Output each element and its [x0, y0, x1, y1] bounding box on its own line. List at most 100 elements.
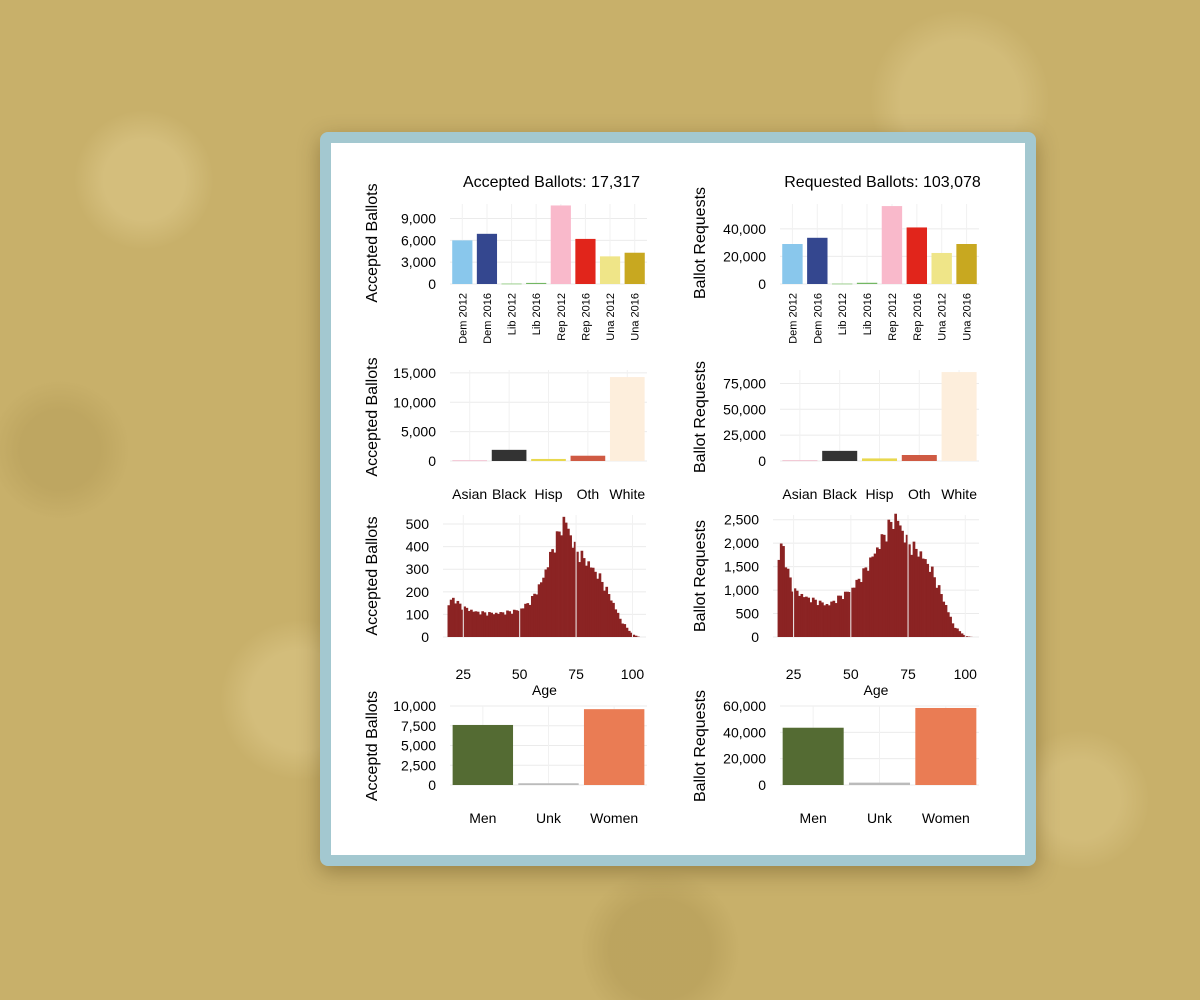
histogram-bar: [560, 535, 563, 637]
chart-title: Accepted Ballots: 17,317: [463, 174, 640, 191]
histogram-bar: [807, 597, 811, 637]
y-tick-label: 5,000: [401, 424, 436, 440]
x-tick-label: Oth: [908, 486, 931, 502]
histogram-bar: [800, 593, 804, 637]
histogram-bar: [878, 548, 881, 637]
histogram-bar: [956, 628, 959, 637]
bar-lib-2012: [831, 283, 853, 285]
y-tick-label: 2,000: [724, 535, 759, 551]
bar-una-2012: [931, 252, 952, 284]
histogram-bar: [903, 542, 907, 637]
histogram-bar: [940, 594, 943, 637]
histogram-bar: [567, 528, 570, 637]
histogram-bar: [530, 595, 534, 637]
bar-una-2016: [956, 244, 977, 284]
histogram-bar: [580, 550, 584, 637]
y-tick-label: 25,000: [723, 427, 766, 443]
bar-black: [491, 449, 527, 461]
y-axis-label: Ballot Requests: [692, 187, 709, 299]
x-tick-label: Women: [590, 810, 638, 826]
histogram-bar: [456, 600, 460, 637]
histogram-bar: [632, 634, 636, 637]
y-tick-label: 2,500: [724, 512, 759, 528]
histogram-bar: [598, 573, 602, 637]
x-tick-label: 75: [568, 666, 584, 682]
x-tick-label: 100: [954, 666, 978, 682]
x-tick-label: Dem 2016: [482, 293, 494, 344]
bar-black: [822, 450, 858, 461]
y-tick-label: 0: [428, 276, 436, 292]
histogram-bar: [857, 578, 861, 637]
histogram-bar: [621, 623, 624, 637]
chart-panel: Dem 2012 Dem 2016 Lib 2012 Lib 2016 Rep 2012…: [331, 143, 1025, 855]
chart-frame: Dem 2012 Dem 2016 Lib 2012 Lib 2016 Rep 2012…: [320, 132, 1036, 866]
histogram-bar: [935, 587, 939, 637]
x-tick-label: Oth: [577, 486, 600, 502]
histogram-bar: [578, 562, 581, 637]
bar-men: [782, 727, 844, 785]
histogram-bar: [885, 541, 888, 637]
histogram-bar: [508, 611, 512, 637]
histogram-bar: [452, 597, 455, 637]
bar-dem-2012: [452, 240, 473, 284]
x-tick-label: Rep 2016: [912, 293, 924, 341]
y-tick-label: 0: [421, 629, 429, 645]
bar-rep-2016: [575, 238, 596, 284]
histogram-bar: [777, 559, 781, 637]
y-tick-label: 500: [406, 516, 430, 532]
histogram-bar: [609, 600, 613, 637]
histogram-bar: [905, 534, 909, 637]
histogram-bar: [873, 553, 877, 637]
histogram-bar: [555, 531, 559, 637]
histogram-bar: [582, 558, 586, 637]
x-tick-label: 75: [900, 666, 916, 682]
y-tick-label: 7,500: [401, 718, 436, 734]
y-tick-label: 0: [758, 453, 766, 469]
x-tick-label: Men: [800, 810, 827, 826]
histogram-bar: [894, 513, 897, 637]
bar-unk: [518, 783, 579, 785]
bar-oth: [901, 455, 937, 461]
bar-men: [452, 724, 514, 785]
x-axis-label: Age: [864, 682, 889, 698]
x-tick-label: White: [941, 486, 977, 502]
x-tick-label: Rep 2016: [580, 293, 592, 341]
histogram-bar: [887, 519, 891, 637]
histogram-bar: [949, 616, 952, 637]
histogram-bar: [839, 595, 843, 637]
histogram-bar: [830, 601, 833, 637]
y-tick-label: 500: [736, 606, 760, 622]
histogram-bar: [786, 568, 790, 637]
histogram-bar: [876, 547, 879, 637]
x-tick-label: Una 2016: [962, 293, 974, 341]
bar-dem-2012: [782, 244, 803, 284]
histogram-bar: [526, 603, 530, 637]
y-tick-label: 1,500: [724, 559, 759, 575]
bar-women: [583, 709, 645, 785]
histogram-bar: [587, 561, 591, 637]
histogram-bar: [958, 631, 962, 637]
bar-lib-2016: [856, 282, 878, 284]
x-tick-label: 25: [456, 666, 472, 682]
histogram-bar: [837, 595, 840, 637]
histogram-bar: [827, 605, 831, 637]
bar-lib-2012: [501, 283, 522, 285]
histogram-bar: [832, 600, 836, 637]
histogram-bar: [569, 535, 572, 637]
x-tick-label: Men: [469, 810, 496, 826]
x-tick-label: Una 2012: [937, 293, 949, 341]
histogram-bar: [576, 551, 579, 637]
histogram-bar: [461, 609, 464, 637]
histogram-bar: [914, 548, 918, 637]
bar-asian: [452, 460, 488, 462]
histogram-bar: [467, 610, 471, 637]
histogram-bar: [499, 612, 503, 637]
histogram-bar: [573, 541, 577, 637]
histogram-bar: [447, 605, 451, 637]
bar-women: [915, 707, 977, 785]
histogram-bar: [896, 520, 900, 637]
histogram-bar: [630, 632, 633, 637]
x-tick-label: Women: [922, 810, 970, 826]
histogram-bar: [866, 570, 870, 637]
histogram-bar: [616, 612, 620, 637]
